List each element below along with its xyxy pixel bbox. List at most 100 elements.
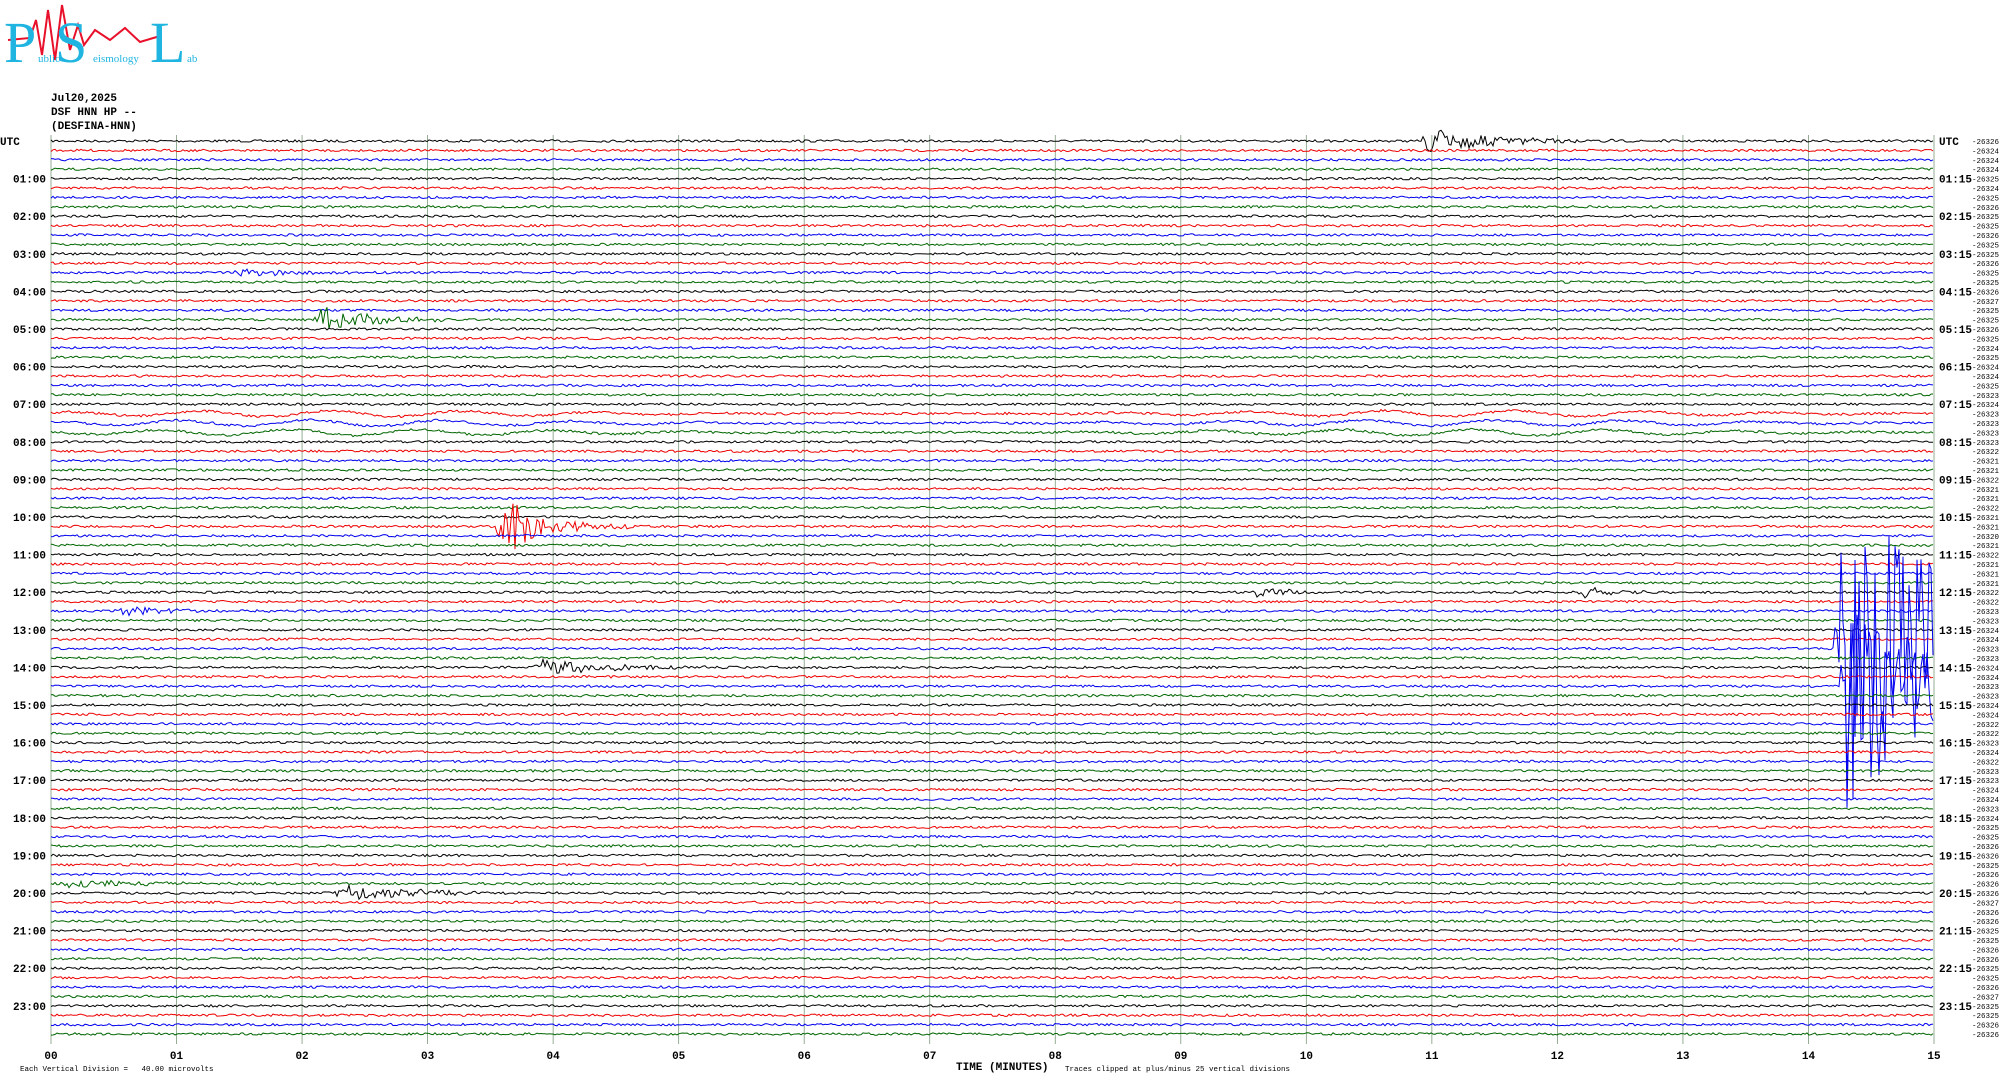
trace <box>50 872 1934 877</box>
hour-label-right: 07:15 <box>1939 400 1972 412</box>
trace <box>51 787 1934 792</box>
amplitude-label: -26325 <box>1972 252 2000 260</box>
amplitude-label: -26325 <box>1972 976 2000 984</box>
trace <box>50 778 1934 783</box>
amplitude-label: -26326 <box>1972 985 2000 993</box>
amplitude-label: -26325 <box>1972 835 2000 843</box>
amplitude-label: -26325 <box>1972 938 2000 946</box>
trace <box>50 844 1933 848</box>
trace <box>50 439 1933 444</box>
hour-label-right: UTC <box>1939 137 1959 149</box>
trace <box>50 242 1934 247</box>
amplitude-label: -26326 <box>1972 1023 2000 1031</box>
trace <box>50 884 1934 901</box>
amplitude-label: -26323 <box>1972 769 2000 777</box>
trace <box>50 966 1933 971</box>
amplitude-label: -26324 <box>1972 158 2000 166</box>
trace <box>50 308 1934 313</box>
logo-letter: P <box>4 10 36 75</box>
hour-label: 11:00 <box>13 551 46 563</box>
hour-label-right: 15:15 <box>1939 701 1972 713</box>
hour-label: UTC <box>0 137 20 149</box>
hour-label: 03:00 <box>13 250 46 262</box>
trace <box>50 477 1934 482</box>
x-tick-label: 02 <box>295 1051 308 1063</box>
trace <box>50 703 1934 707</box>
logo-letter: S <box>55 10 87 75</box>
amplitude-label: -26326 <box>1972 947 2000 955</box>
trace <box>50 618 1934 623</box>
trace <box>50 938 1934 942</box>
trace <box>50 204 1934 209</box>
hour-label-right: 21:15 <box>1939 927 1972 939</box>
hour-label: 17:00 <box>13 776 46 788</box>
amplitude-label: -26326 <box>1972 1032 2000 1040</box>
hour-label-right: 20:15 <box>1939 889 1972 901</box>
hour-label: 06:00 <box>13 363 46 375</box>
trace <box>50 928 1934 933</box>
amplitude-label: -26323 <box>1972 741 2000 749</box>
scale-note: Each Vertical Division = 40.00 microvolt… <box>20 1066 214 1074</box>
trace <box>50 280 1934 284</box>
trace <box>50 503 1934 550</box>
amplitude-label: -26323 <box>1972 421 2000 429</box>
logo-word: eismology <box>93 53 139 65</box>
hour-label-right: 01:15 <box>1939 175 1972 187</box>
amplitude-label: -26321 <box>1972 515 2000 523</box>
trace <box>50 806 1934 811</box>
x-tick-label: 01 <box>170 1051 184 1063</box>
hour-label-right: 16:15 <box>1939 739 1972 751</box>
amplitude-label: -26326 <box>1972 289 2000 297</box>
hour-label: 01:00 <box>13 175 46 187</box>
x-tick-label: 10 <box>1300 1051 1313 1063</box>
amplitude-label: -26325 <box>1972 177 2000 185</box>
trace <box>50 797 1934 801</box>
trace <box>50 656 1934 660</box>
x-tick-label: 09 <box>1174 1051 1187 1063</box>
hour-label-right: 11:15 <box>1939 551 1972 563</box>
amplitude-label: -26325 <box>1972 355 2000 363</box>
hour-label-right: 12:15 <box>1939 588 1972 600</box>
trace <box>51 392 1934 397</box>
trace <box>50 750 1934 754</box>
trace <box>50 449 1934 454</box>
x-tick-label: 06 <box>798 1051 811 1063</box>
amplitude-label: -26324 <box>1972 703 2000 711</box>
hour-label-right: 10:15 <box>1939 513 1972 525</box>
hour-label-right: 04:15 <box>1939 287 1972 299</box>
trace <box>50 307 1934 330</box>
trace <box>50 289 1934 294</box>
amplitude-label: -26324 <box>1972 788 2000 796</box>
hour-label-right: 13:15 <box>1939 626 1972 638</box>
amplitude-label: -26322 <box>1972 759 1999 767</box>
trace <box>50 214 1934 219</box>
trace <box>50 505 1934 510</box>
trace <box>50 825 1934 830</box>
amplitude-label: -26322 <box>1972 477 1999 485</box>
trace <box>50 233 1933 237</box>
amplitude-label: -26326 <box>1972 205 2000 213</box>
amplitude-label: -26327 <box>1972 299 1999 307</box>
amplitude-label: -26323 <box>1972 656 2000 664</box>
trace <box>50 298 1934 303</box>
hour-label: 16:00 <box>13 739 46 751</box>
amplitude-label: -26323 <box>1972 440 2000 448</box>
amplitude-label: -26325 <box>1972 383 2000 391</box>
amplitude-label: -26324 <box>1972 816 2000 824</box>
amplitude-label: -26323 <box>1972 430 2000 438</box>
trace <box>50 768 1934 773</box>
trace <box>50 486 1934 491</box>
hour-label: 21:00 <box>13 927 46 939</box>
trace <box>50 1032 1934 1036</box>
trace <box>50 496 1934 501</box>
amplitude-label: -26322 <box>1972 731 1999 739</box>
amplitude-label: -26326 <box>1972 872 2000 880</box>
amplitude-label: -26324 <box>1972 797 2000 805</box>
amplitude-label: -26326 <box>1972 844 2000 852</box>
amplitude-label: -26326 <box>1972 919 2000 927</box>
amplitude-label: -26326 <box>1972 957 2000 965</box>
x-tick-label: 08 <box>1049 1051 1063 1063</box>
amplitude-label: -26324 <box>1972 750 2000 758</box>
amplitude-label: -26326 <box>1972 139 2000 147</box>
